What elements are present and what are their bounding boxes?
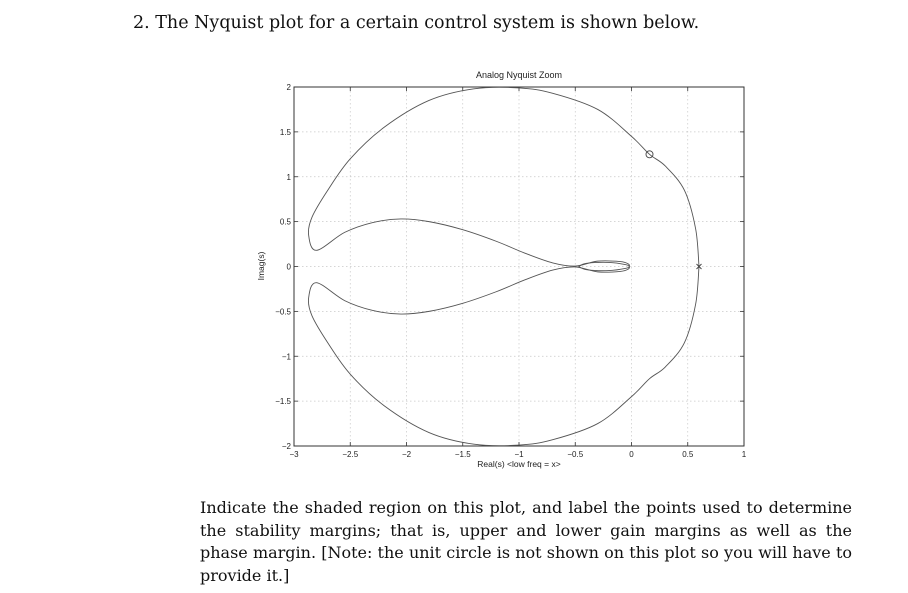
nyquist-curves [307,86,700,447]
y-tick-label: −1.5 [275,397,291,406]
x-tick-label: 1 [742,450,747,459]
x-tick-label: 0.5 [682,450,694,459]
y-tick-label: 1.5 [280,128,292,137]
y-axis-label: Imag(s) [256,251,266,280]
y-tick-label: −1 [282,352,292,361]
x-tick-label: −3 [289,450,299,459]
y-tick-label: 2 [287,83,292,92]
x-tick-label: −2.5 [342,450,358,459]
cross-marker [696,263,702,270]
x-tick-label: −2 [402,450,412,459]
chart-title: Analog Nyquist Zoom [476,70,562,80]
x-tick-label: −1.5 [455,450,471,459]
instruction-paragraph: Indicate the shaded region on this plot,… [200,498,852,585]
x-tick-label: 0 [629,450,634,459]
y-tick-labels: 2 1.5 1 0.5 0 −0.5 −1 −1.5 −2 [275,83,291,451]
nyquist-markers [645,150,702,270]
y-tick-label: 1 [287,173,292,182]
nyquist-curve [307,86,700,272]
x-tick-label: −0.5 [567,450,583,459]
nyquist-curve [307,261,700,447]
x-axis-label: Real(s) <low freq = x> [477,459,560,469]
y-tick-label: 0 [287,263,292,272]
question-text: 2. The Nyquist plot for a certain contro… [133,13,700,33]
circle-marker [645,150,654,159]
grid-lines [294,87,744,446]
y-tick-label: −2 [282,442,292,451]
y-tick-label: 0.5 [280,218,292,227]
cross-marker-stroke [696,263,702,270]
y-tick-label: −0.5 [275,307,291,316]
x-tick-label: −1 [514,450,524,459]
x-tick-labels: −3 −2.5 −2 −1.5 −1 −0.5 0 0.5 1 [289,450,746,459]
